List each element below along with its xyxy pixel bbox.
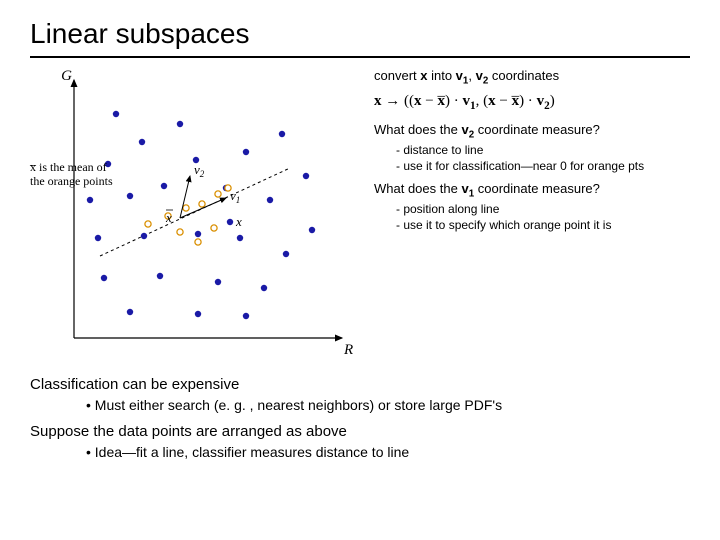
explanation-column: convert x into v1, v2 coordinates x → ((… (374, 68, 690, 358)
lower-line-1: Classification can be expensive (30, 376, 690, 393)
mean-label: x is the mean of the orange points (30, 160, 118, 189)
svg-text:x: x (235, 214, 242, 229)
diagram-column: R Gx x v1 v2 (30, 68, 360, 358)
slide-title: Linear subspaces (30, 18, 690, 50)
convert-line: convert x into v1, v2 coordinates (374, 68, 690, 87)
answer-v2: - distance to line- use it for classific… (396, 142, 690, 174)
answer-v1: - position along line- use it to specify… (396, 201, 690, 233)
svg-text:R: R (343, 342, 353, 358)
svg-text:v2: v2 (194, 162, 205, 179)
svg-text:G: G (61, 68, 72, 84)
upper-row: R Gx x v1 v2 convert x into v1, v2 coordinat… (30, 68, 690, 358)
title-rule (30, 56, 690, 58)
lower-line-3: Suppose the data points are arranged as … (30, 423, 690, 440)
scatter-diagram: R Gx x v1 v2 (30, 68, 360, 358)
formula: x → ((x − x) · v1, (x − x) · v2) (374, 93, 690, 112)
question-v1: What does the v1 coordinate measure? (374, 181, 690, 200)
lower-text: Classification can be expensive • Must e… (30, 376, 690, 460)
svg-text:v1: v1 (230, 188, 240, 205)
lower-line-2: • Must either search (e. g. , nearest ne… (86, 397, 690, 413)
lower-line-4: • Idea—fit a line, classifier measures d… (86, 444, 690, 460)
question-v2: What does the v2 coordinate measure? (374, 122, 690, 141)
svg-text:x: x (165, 210, 172, 225)
